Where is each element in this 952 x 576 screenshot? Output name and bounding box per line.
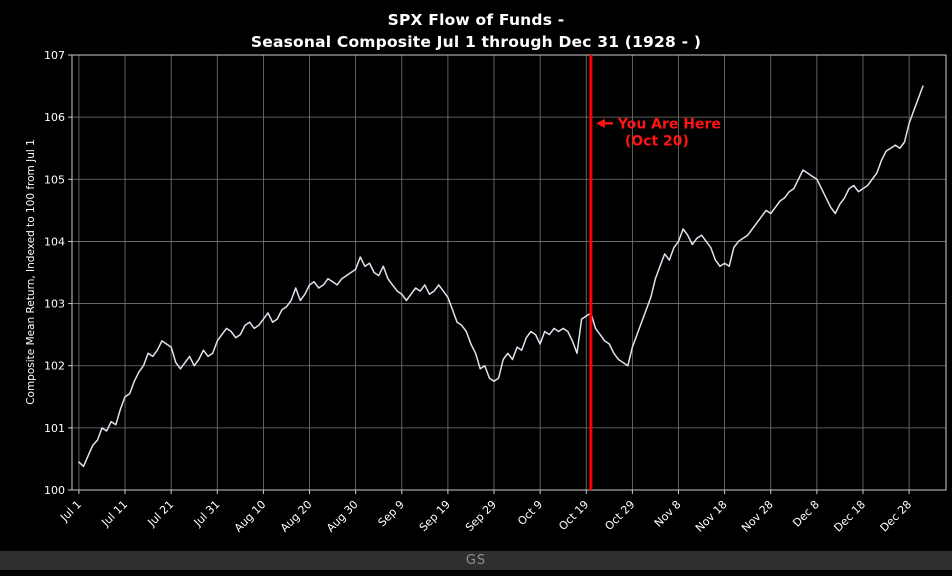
chart-canvas: 100 101 102 103 104 105 106 107 Jul 1 Jul 11 Jul 2…	[44, 49, 947, 535]
tick-marks	[68, 54, 910, 494]
x-tick-label: Sep 9	[376, 498, 407, 529]
y-tick-label: 106	[44, 111, 65, 124]
x-tick-label: Oct 19	[556, 498, 591, 533]
y-tick-label: 104	[44, 235, 65, 248]
x-tick-label: Aug 20	[278, 498, 315, 535]
x-tick-label: Jul 31	[191, 498, 223, 530]
x-tick-label: Dec 28	[878, 498, 915, 535]
annotation-line2: (Oct 20)	[625, 133, 689, 149]
y-tick-label: 107	[44, 49, 65, 62]
x-tick-label: Nov 28	[739, 498, 776, 535]
x-tick-label: Sep 29	[463, 498, 499, 534]
arrow-left-icon	[595, 118, 605, 128]
x-tick-label: Dec 8	[790, 498, 822, 530]
annotation-line1: You Are Here	[617, 116, 721, 132]
x-tick-label: Aug 30	[324, 498, 361, 535]
x-tick-label: Sep 19	[417, 498, 453, 534]
x-tick-label: Dec 18	[831, 498, 868, 535]
x-tick-label: Jul 11	[99, 498, 131, 530]
x-tick-label: Nov 18	[693, 498, 730, 535]
series-line	[78, 85, 924, 468]
y-tick-label: 100	[44, 484, 65, 497]
x-tick-label: Jul 21	[145, 498, 177, 530]
x-tick-label: Nov 8	[652, 498, 684, 530]
chart-title-line2: Seasonal Composite Jul 1 through Dec 31 …	[250, 33, 702, 51]
y-tick-label: 103	[44, 298, 65, 311]
axes-box	[68, 54, 947, 494]
x-tick-label: Oct 29	[602, 498, 637, 533]
chart-title: SPX Flow of Funds - Seasonal Composite J…	[0, 9, 952, 53]
y-tick-label: 101	[44, 422, 65, 435]
x-tick-labels: Jul 1 Jul 11 Jul 21 Jul 31 Aug 10 Aug 20 Aug 3…	[57, 498, 914, 535]
y-tick-label: 102	[44, 360, 65, 373]
chart-title-line1: SPX Flow of Funds -	[387, 11, 565, 29]
x-tick-label: Jul 1	[57, 498, 84, 525]
watermark-bar: GS	[0, 551, 952, 570]
grid-lines	[72, 54, 946, 491]
x-tick-label: Oct 9	[515, 498, 545, 528]
watermark-text: GS	[465, 553, 487, 568]
you-are-here-annotation: You Are Here(Oct 20)	[595, 116, 721, 149]
y-tick-labels: 100 101 102 103 104 105 106 107	[44, 49, 65, 497]
y-axis-label: Composite Mean Return, Indexed to 100 fr…	[25, 139, 37, 405]
y-tick-label: 105	[44, 173, 65, 186]
x-tick-label: Aug 10	[232, 498, 269, 535]
